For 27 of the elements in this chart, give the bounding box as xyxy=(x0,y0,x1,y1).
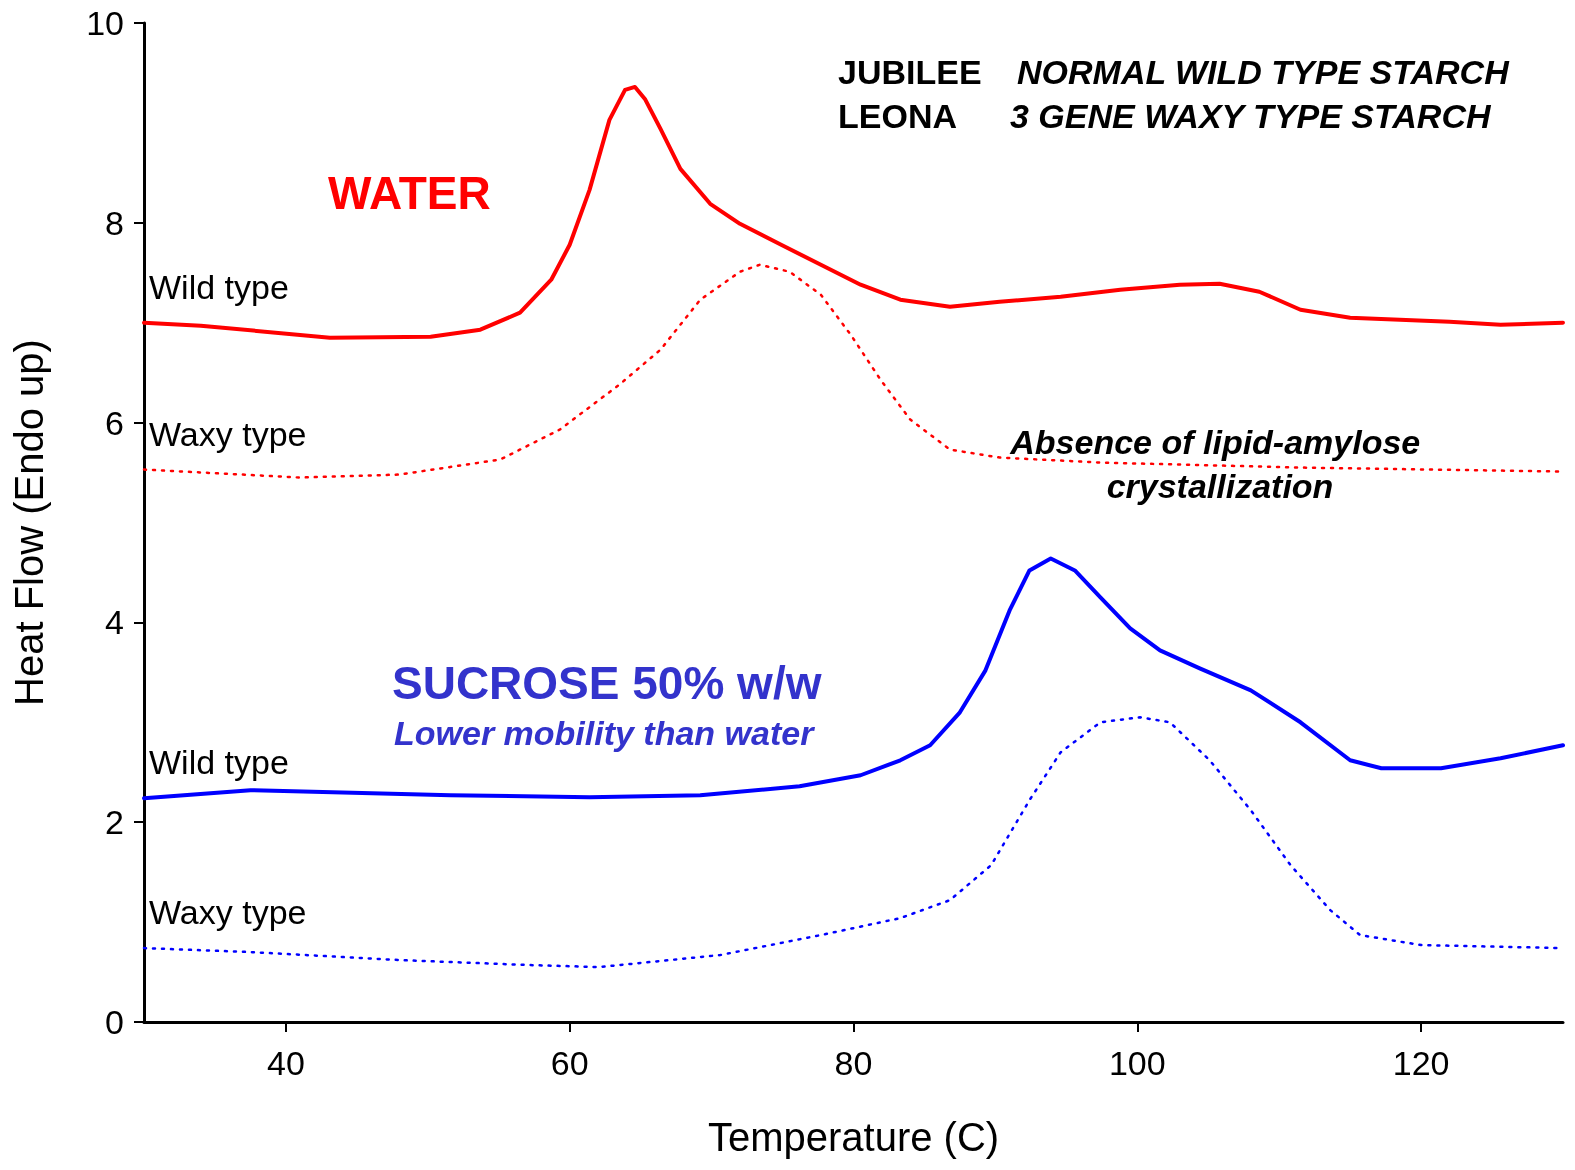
annotation: SUCROSE 50% w/w xyxy=(392,657,822,709)
y-tick-label: 6 xyxy=(105,403,124,442)
annotation: WATER xyxy=(328,167,491,219)
x-tick-label: 120 xyxy=(1392,1044,1450,1082)
series-label: Waxy type xyxy=(149,893,307,932)
line-series xyxy=(142,84,1565,340)
line-series xyxy=(142,556,1565,801)
annotation: 3 GENE WAXY TYPE STARCH xyxy=(1010,97,1492,135)
y-tick-label: 10 xyxy=(86,4,124,42)
series-label: Wild type xyxy=(149,743,289,782)
annotation: NORMAL WILD TYPE STARCH xyxy=(1017,53,1511,91)
annotation: Lower mobility than water xyxy=(394,714,816,752)
x-tick-label: 40 xyxy=(266,1044,305,1082)
x-tick-label: 80 xyxy=(834,1044,873,1082)
y-tick-label: 0 xyxy=(105,1003,124,1041)
series-label: Waxy type xyxy=(149,414,307,453)
y-tick-label: 2 xyxy=(105,803,124,842)
series-label: Wild type xyxy=(149,267,289,306)
y-axis-title: Heat Flow (Endo up) xyxy=(7,339,51,706)
x-axis-title: Temperature (C) xyxy=(707,1115,1000,1159)
annotation: Absence of lipid-amylose crystallization xyxy=(1009,423,1430,505)
annotation: LEONA xyxy=(838,97,957,135)
y-tick-label: 4 xyxy=(105,603,124,642)
x-tick-label: 100 xyxy=(1108,1044,1166,1082)
annotation: JUBILEE xyxy=(838,53,982,91)
x-tick-label: 60 xyxy=(550,1044,589,1082)
y-tick-label: 8 xyxy=(105,203,124,242)
